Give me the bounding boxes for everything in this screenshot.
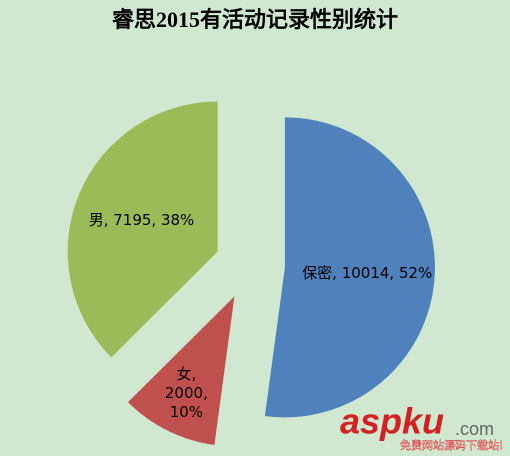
data-label-line: 保密, 10014, 52%	[302, 263, 432, 281]
pie-slice	[128, 296, 235, 446]
data-label: 保密, 10014, 52%	[302, 263, 432, 281]
data-label-line: 女,	[176, 365, 196, 383]
data-label-line: 10%	[170, 403, 203, 421]
data-label: 男, 7195, 38%	[89, 210, 195, 228]
watermark-brand: aspku	[340, 401, 444, 442]
chart-title: 睿思2015有活动记录性别统计	[112, 7, 398, 32]
data-label-line: 2000,	[165, 384, 208, 402]
data-label: 女, 2000, 10%	[165, 365, 208, 421]
watermark-suffix: .com	[455, 419, 494, 439]
watermark: aspku .com 免费网站源码下载站!	[340, 401, 504, 453]
pie-slice	[264, 117, 435, 418]
pie-slice	[67, 101, 218, 358]
data-label-line: 男, 7195, 38%	[89, 210, 195, 228]
watermark-tagline: 免费网站源码下载站!	[400, 438, 503, 452]
